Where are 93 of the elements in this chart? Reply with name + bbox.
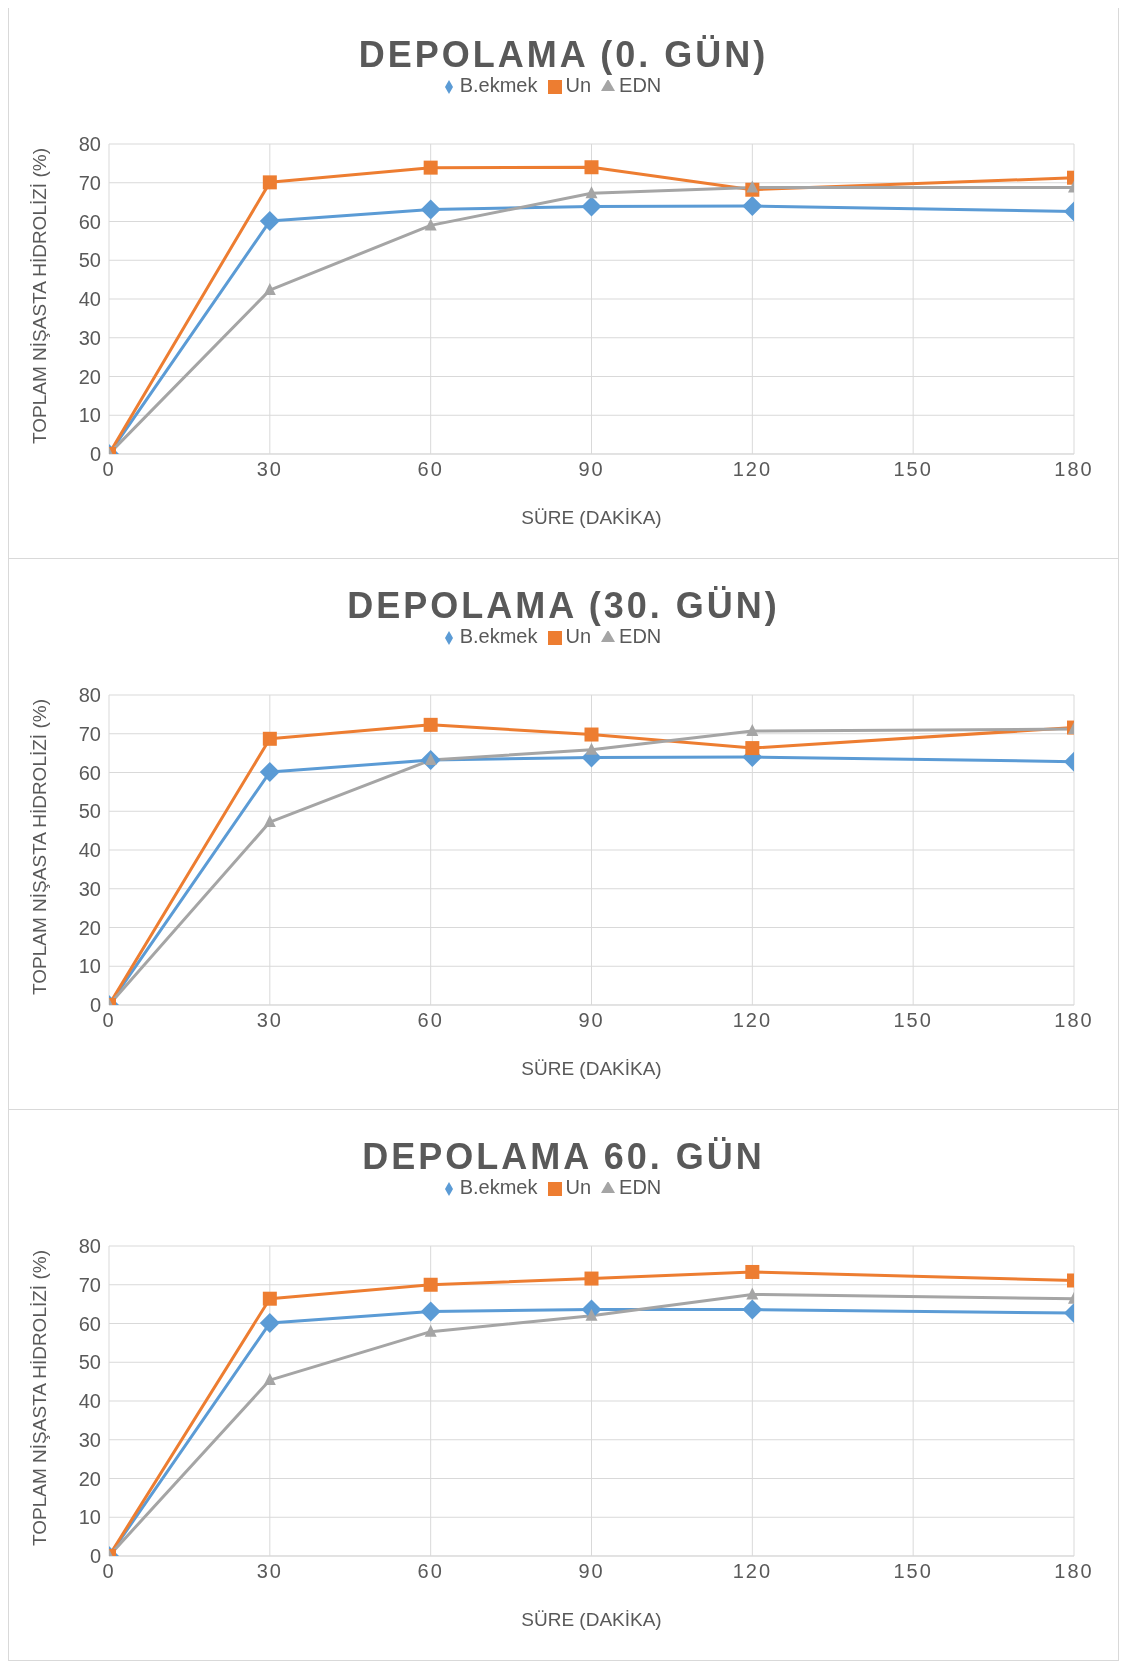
x-tick-label: 60 (417, 458, 444, 481)
point (746, 180, 759, 193)
legend-label: B.ekmek (459, 625, 538, 647)
point (584, 1271, 599, 1286)
point (584, 160, 599, 175)
legend-label: EDN (619, 74, 662, 96)
y-tick-label: 0 (89, 994, 101, 1017)
x-tick-label: 120 (732, 1560, 773, 1583)
y-tick-label: 0 (89, 443, 101, 466)
x-tick-label: 150 (893, 1009, 933, 1032)
y-tick-label: 30 (78, 877, 101, 900)
point (746, 724, 759, 737)
point (263, 815, 276, 828)
x-axis-title: SÜRE (DAKİKA) (521, 1609, 662, 1630)
point (262, 175, 277, 190)
point (585, 1308, 598, 1321)
y-tick-label: 40 (78, 288, 101, 311)
point (423, 1277, 438, 1292)
point (745, 1264, 760, 1279)
x-tick-label: 90 (578, 1560, 605, 1583)
point (424, 218, 437, 231)
point (423, 717, 438, 732)
legend-label: EDN (619, 1176, 662, 1198)
x-tick-label: 30 (256, 1560, 283, 1583)
x-tick-label: 120 (732, 1009, 773, 1032)
chart-title: DEPOLAMA 60. GÜN (361, 1135, 766, 1179)
y-tick-label: 40 (78, 839, 101, 862)
x-tick-label: 60 (417, 1009, 444, 1032)
point (742, 196, 763, 216)
x-tick-label: 120 (732, 458, 773, 481)
y-tick-label: 30 (78, 1428, 101, 1451)
legend-label: B.ekmek (459, 74, 538, 96)
legend-label: Un (565, 1176, 592, 1198)
point (584, 727, 599, 742)
y-tick-label: 60 (78, 1312, 101, 1335)
y-tick-label: 70 (78, 1273, 101, 1296)
legend-label: Un (565, 74, 592, 96)
y-tick-label: 10 (78, 1506, 101, 1529)
point (259, 211, 280, 232)
point (585, 742, 598, 755)
y-tick-label: 40 (78, 1390, 101, 1413)
point (259, 762, 280, 783)
x-tick-label: 180 (1054, 458, 1094, 481)
x-tick-label: 180 (1054, 1009, 1094, 1032)
y-axis-title: TOPLAM NİŞASTA HİDROLİZİ (%) (28, 1250, 50, 1546)
point (420, 199, 441, 220)
legend-label: EDN (619, 625, 662, 647)
y-tick-label: 0 (89, 1545, 101, 1568)
y-tick-label: 10 (78, 955, 101, 978)
y-tick-label: 50 (78, 800, 101, 823)
y-tick-label: 70 (78, 171, 101, 194)
y-axis-title: TOPLAM NİŞASTA HİDROLİZİ (%) (28, 699, 50, 995)
y-tick-label: 20 (78, 1467, 101, 1490)
point (262, 731, 277, 746)
x-tick-label: 90 (578, 458, 605, 481)
y-tick-label: 20 (78, 916, 101, 939)
legend-label: B.ekmek (459, 1176, 538, 1198)
y-tick-label: 70 (78, 722, 101, 745)
y-tick-label: 80 (78, 1235, 101, 1258)
x-tick-label: 30 (256, 1009, 283, 1032)
point (745, 741, 760, 756)
x-tick-label: 180 (1054, 1560, 1094, 1583)
x-tick-label: 150 (893, 458, 933, 481)
x-tick-label: 30 (256, 458, 283, 481)
y-tick-label: 20 (78, 365, 101, 388)
y-tick-label: 60 (78, 761, 101, 784)
point (263, 283, 276, 296)
point (585, 186, 598, 199)
chart-title: DEPOLAMA (30. GÜN) (346, 584, 781, 628)
y-tick-label: 30 (78, 326, 101, 349)
point (423, 160, 438, 175)
point (259, 1313, 280, 1334)
x-axis-title: SÜRE (DAKİKA) (521, 1058, 662, 1079)
x-tick-label: 150 (893, 1560, 933, 1583)
x-tick-label: 60 (417, 1560, 444, 1583)
x-tick-label: 90 (578, 1009, 605, 1032)
point (262, 1291, 277, 1306)
x-axis-title: SÜRE (DAKİKA) (521, 507, 662, 528)
y-tick-label: 60 (78, 210, 101, 233)
point (263, 1373, 276, 1386)
y-tick-label: 80 (78, 133, 101, 156)
y-tick-label: 50 (78, 249, 101, 272)
y-tick-label: 50 (78, 1351, 101, 1374)
point (742, 1299, 763, 1320)
y-tick-label: 80 (78, 684, 101, 707)
y-axis-title: TOPLAM NİŞASTA HİDROLİZİ (%) (28, 148, 50, 444)
point (424, 1324, 437, 1337)
point (581, 196, 602, 217)
point (746, 1287, 759, 1300)
chart-title: DEPOLAMA (0. GÜN) (357, 33, 770, 77)
legend-label: Un (565, 625, 592, 647)
point (420, 1301, 441, 1322)
y-tick-label: 10 (78, 404, 101, 427)
